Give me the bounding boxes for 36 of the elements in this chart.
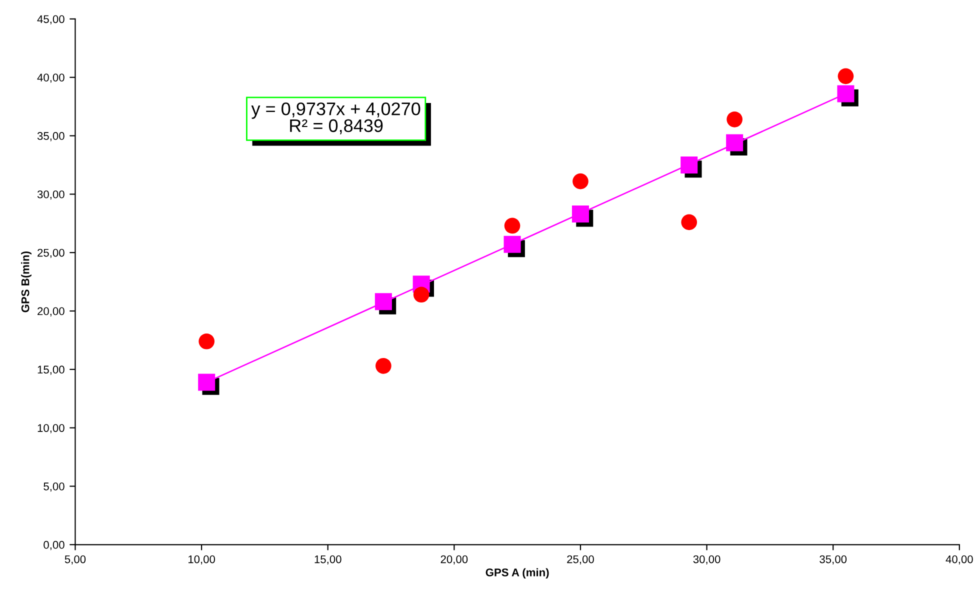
y-tick-label: 0,00 [44,540,64,550]
point [413,286,430,303]
x-tick-label: 40,00 [946,555,973,565]
y-tick-label: 45,00 [37,15,64,24]
point [198,333,215,350]
x-tick-label: 10,00 [188,555,216,565]
y-tick-label: 40,00 [37,74,64,83]
annotation: y = 0,9737x + 4,0270 R² = 0,8439 [251,102,420,134]
y-tick-label: 30,00 [37,190,64,200]
point [198,374,216,391]
x-tick-label: 35,00 [820,555,847,565]
y-tick-label: 10,00 [38,424,64,434]
point [504,236,521,253]
point [680,156,698,174]
point [374,293,392,310]
x-tick-label: 20,00 [440,555,468,565]
x-axis-title: GPS A (min) [486,568,549,579]
y-tick-label: 25,00 [38,248,64,258]
point [572,173,588,190]
x-tick-label: 25,00 [567,555,594,565]
y-tick-label: 35,00 [37,132,64,142]
point [837,85,854,102]
point [504,218,520,234]
point [726,134,744,152]
y-tick-label: 20,00 [38,307,64,316]
y-tick-label: 15,00 [38,366,64,375]
x-tick-label: 15,00 [314,555,342,565]
x-tick-label: 5,00 [64,555,86,565]
point [838,68,854,84]
point [376,358,392,374]
y-axis-title: GPS B(min) [21,251,32,312]
point [726,111,742,128]
x-tick-label: 30,00 [693,555,720,565]
y-tick-label: 5,00 [44,482,64,492]
point [681,214,698,230]
point [572,206,589,223]
